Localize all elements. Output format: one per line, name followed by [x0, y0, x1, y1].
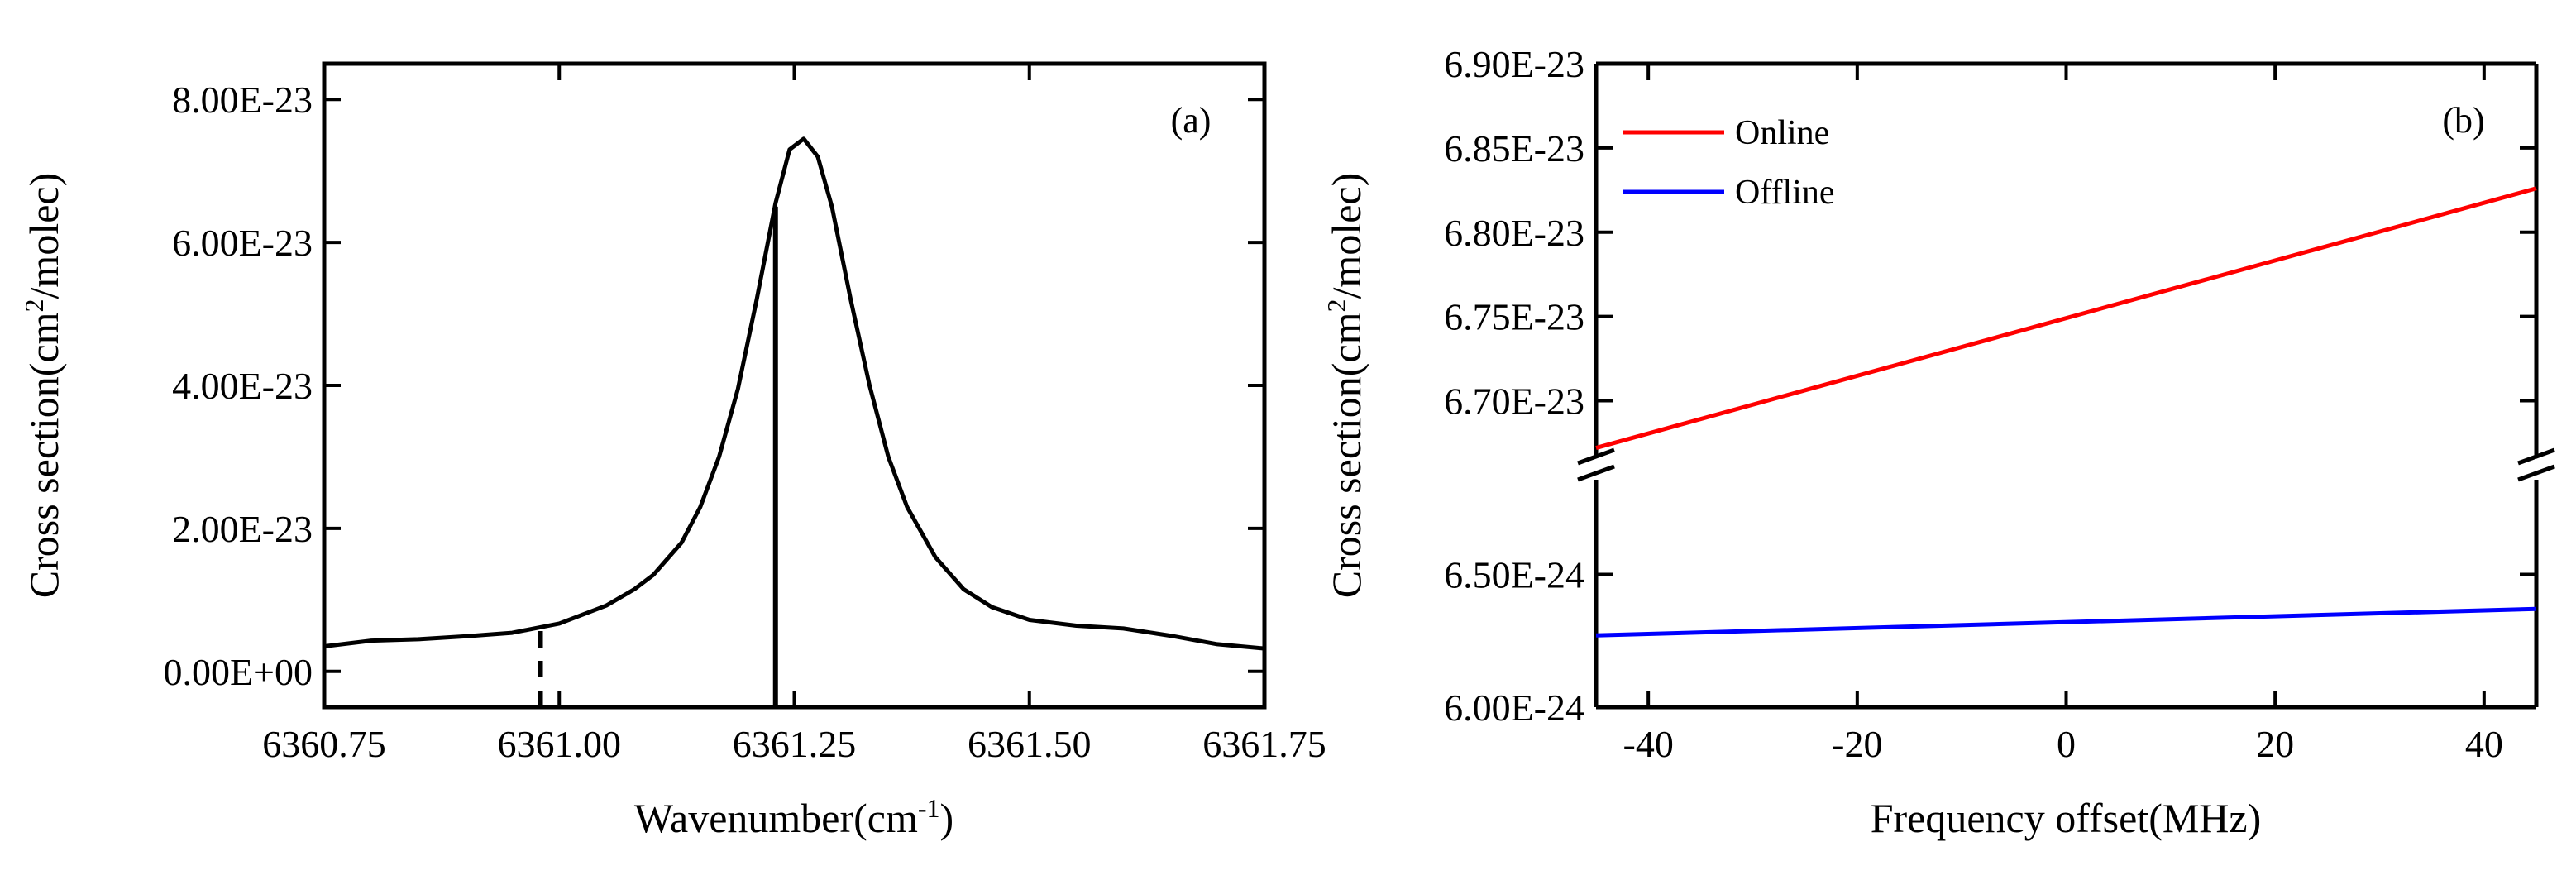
panel-a-ytick-label: 8.00E-23	[172, 79, 313, 121]
panel-a-xtick-label: 6360.75	[262, 723, 386, 765]
panel-b-legend-label-offline: Offline	[1735, 174, 1835, 212]
panel-b-ytick-label: 6.70E-23	[1444, 380, 1584, 423]
panel-a-ylabel: Cross section(cm2/molec)	[19, 173, 67, 599]
panel-b-series-offline	[1595, 606, 2537, 638]
panel-a-xtick-label: 6361.50	[968, 723, 1092, 765]
panel-b-break-mark-left-1	[1577, 447, 1615, 466]
panel-b-ylabel: Cross section(cm2/molec)	[1321, 173, 1369, 599]
panel-b-ytick-label: 6.90E-23	[1444, 43, 1584, 85]
panel-b-ytick-label: 6.75E-23	[1444, 296, 1584, 338]
panel-b-xtick-label: 0	[2057, 723, 2076, 765]
panel-b-break-mark-right-2	[2517, 464, 2555, 482]
panel-b-xtick-label: -20	[1832, 723, 1882, 765]
panel-b-xtick-label: 40	[2465, 723, 2503, 765]
panel-a-xtick-label: 6361.00	[498, 723, 622, 765]
panel-a-label: (a)	[1171, 100, 1212, 141]
panel-a-xtick-label: 6361.25	[733, 723, 857, 765]
panel-a-series-line	[323, 136, 1265, 651]
panel-b-ytick-label: 6.50E-24	[1444, 553, 1584, 595]
panel-a-xtick-label: 6361.75	[1202, 723, 1326, 765]
panel-b-ytick-label: 6.80E-23	[1444, 212, 1584, 254]
panel-b-legend-label-online: Online	[1735, 114, 1829, 152]
panel-a-chart: 6360.75 6361.00 6361.25 6361.50 6361.75 0.00E…	[19, 61, 1326, 841]
panel-a-xlabel: Wavenumber(cm-1)	[634, 793, 953, 841]
panel-b-break-mark-right-1	[2517, 447, 2555, 466]
panel-b-series-online	[1595, 186, 2537, 450]
panel-b-xlabel: Frequency offset(MHz)	[1871, 795, 2262, 841]
panel-b-ytick-label: 6.85E-23	[1444, 127, 1584, 170]
panel-b-xtick-label: -40	[1623, 723, 1674, 765]
panel-a-ytick-label: 4.00E-23	[172, 365, 313, 407]
panel-a-frame	[322, 61, 1267, 710]
panel-b-chart: -40 -20 0 20 40 6.70E-23 6.75E-23 6.80E-23 6.85E…	[1321, 43, 2555, 841]
panel-b-ytick-label: 6.00E-24	[1444, 686, 1584, 729]
panel-b-label: (b)	[2442, 100, 2484, 141]
panel-b-xtick-label: 20	[2256, 723, 2294, 765]
panel-a-ytick-label: 2.00E-23	[172, 508, 313, 550]
panel-a-ytick-label: 0.00E+00	[163, 651, 313, 693]
panel-b-break-mark-left-2	[1577, 464, 1615, 482]
panel-a-ytick-label: 6.00E-23	[172, 222, 313, 264]
